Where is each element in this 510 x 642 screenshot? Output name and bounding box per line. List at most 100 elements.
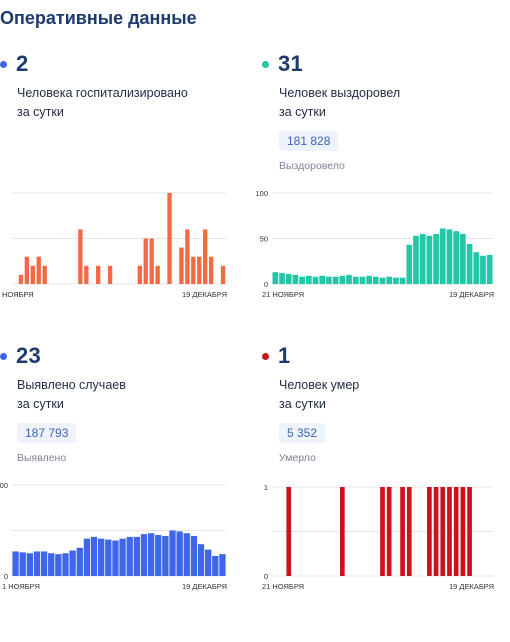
bar bbox=[83, 538, 91, 576]
hospitalized-value: 2 bbox=[16, 51, 29, 76]
bar bbox=[155, 265, 160, 284]
deaths-dot-icon bbox=[262, 352, 269, 360]
y-tick-label: 50 bbox=[260, 235, 268, 244]
bar bbox=[42, 265, 47, 284]
bar bbox=[326, 276, 332, 284]
bar bbox=[427, 487, 432, 576]
bar bbox=[339, 487, 345, 576]
bar bbox=[339, 275, 346, 284]
bar bbox=[191, 256, 196, 284]
bar bbox=[406, 487, 412, 576]
bar bbox=[219, 554, 226, 576]
x-end-label: 19 ДЕКАБРЯ bbox=[449, 582, 494, 591]
hospitalized-stat: 2 bbox=[0, 50, 29, 78]
bar bbox=[143, 238, 148, 284]
bar bbox=[285, 273, 292, 284]
bar bbox=[167, 193, 172, 284]
recovered-stat: 31 bbox=[262, 50, 303, 78]
bar bbox=[480, 255, 486, 284]
bar bbox=[486, 254, 493, 284]
bar bbox=[473, 252, 480, 284]
y-tick-label: 1 bbox=[264, 483, 268, 492]
bar bbox=[30, 265, 35, 284]
deaths-total-label: Умерло bbox=[279, 452, 316, 464]
bar bbox=[346, 274, 352, 284]
bar bbox=[126, 536, 133, 576]
bar bbox=[119, 538, 126, 576]
cases-total-label: Выявлено bbox=[17, 452, 67, 464]
bar bbox=[439, 228, 446, 284]
bar bbox=[197, 256, 202, 284]
hospitalized-caption: Человека госпитализировано за сутки bbox=[17, 86, 188, 119]
bar bbox=[220, 265, 226, 284]
deaths-chart: 0 1 21 НОЯБРЯ 19 ДЕКАБРЯ bbox=[262, 483, 494, 591]
y-tick-label: 100 bbox=[0, 481, 8, 490]
bar bbox=[413, 235, 419, 284]
bar bbox=[467, 487, 472, 576]
bar bbox=[176, 531, 183, 576]
x-start-label: 21 НОЯБРЯ bbox=[262, 582, 304, 591]
bar bbox=[24, 256, 30, 284]
bar bbox=[48, 553, 55, 576]
bar bbox=[386, 487, 392, 576]
bar bbox=[84, 265, 89, 284]
bar bbox=[433, 233, 439, 284]
deaths-value: 1 bbox=[278, 343, 291, 368]
y-tick-label: 100 bbox=[255, 189, 268, 198]
bar bbox=[446, 229, 453, 284]
recovered-card: 31 Человек выздоровел за сутки 181 828 В… bbox=[262, 50, 510, 350]
bar bbox=[197, 544, 205, 576]
cases-card: 23 Выявлено случаев за сутки 187 793 Выя… bbox=[0, 342, 250, 642]
deaths-caption: Человек умер за сутки bbox=[279, 378, 360, 411]
bar bbox=[460, 233, 466, 284]
bar bbox=[453, 231, 460, 284]
bar bbox=[26, 553, 33, 576]
bar bbox=[33, 551, 41, 576]
bar bbox=[212, 555, 219, 576]
bar bbox=[137, 265, 142, 284]
bar bbox=[279, 273, 285, 284]
bar bbox=[400, 487, 405, 576]
bar bbox=[78, 229, 83, 284]
bar bbox=[312, 276, 319, 284]
x-start-label: 1 НОЯБРЯ bbox=[2, 582, 40, 591]
bar bbox=[319, 275, 326, 284]
page-title: Оперативные данные bbox=[0, 8, 197, 28]
bar bbox=[272, 272, 279, 284]
x-start-label: 21 НОЯБРЯ bbox=[262, 290, 304, 299]
bar bbox=[447, 487, 452, 576]
bar bbox=[96, 265, 101, 284]
recovered-dot-icon bbox=[262, 60, 269, 68]
bar bbox=[55, 554, 62, 576]
cases-stat: 23 bbox=[0, 342, 41, 370]
bar bbox=[380, 487, 385, 576]
bar bbox=[105, 539, 112, 576]
bar bbox=[36, 256, 41, 284]
deaths-card: 1 Человек умер за сутки 5 352 Умерло bbox=[262, 342, 510, 642]
bar bbox=[359, 276, 366, 284]
recovered-chart: 0 50 100 21 НОЯБРЯ 19 ДЕКАБРЯ bbox=[255, 189, 494, 299]
bar bbox=[183, 533, 190, 576]
bar bbox=[112, 540, 119, 576]
bar bbox=[208, 256, 214, 284]
deaths-total: 5 352 bbox=[279, 423, 326, 443]
x-end-label: 19 ДЕКАБРЯ bbox=[182, 582, 227, 591]
bar bbox=[19, 552, 26, 576]
bar bbox=[299, 276, 305, 284]
bar bbox=[286, 487, 292, 576]
bar bbox=[190, 535, 198, 576]
bar bbox=[292, 274, 299, 284]
bar bbox=[379, 277, 386, 284]
bar bbox=[162, 535, 169, 576]
y-tick-label: 0 bbox=[264, 572, 268, 581]
bar bbox=[12, 551, 19, 576]
bar bbox=[372, 276, 379, 284]
x-end-label: 19 ДЕКАБРЯ bbox=[182, 290, 227, 299]
bar bbox=[305, 275, 312, 284]
x-start-label: НОЯБРЯ bbox=[2, 290, 34, 299]
bar bbox=[366, 275, 372, 284]
hospitalized-card: 2 Человека госпитализировано за сутки bbox=[0, 50, 250, 350]
recovered-value: 31 bbox=[278, 51, 304, 76]
recovered-total-label: Выздоровело bbox=[279, 160, 345, 172]
bar bbox=[140, 534, 148, 576]
